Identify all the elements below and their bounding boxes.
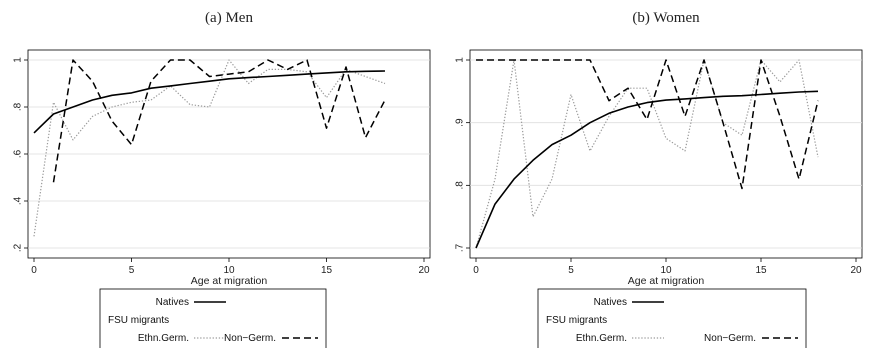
series-line-non-germ-	[476, 59, 819, 190]
x-tick-label: 5	[129, 265, 135, 276]
series-line-natives	[475, 90, 819, 249]
legend-ethn-label: Ethn.Germ.	[138, 333, 189, 344]
y-tick-label: 1	[13, 57, 24, 63]
x-tick-label: 0	[31, 265, 37, 276]
x-tick-label: 20	[850, 265, 862, 276]
x-axis-label: Age at migration	[628, 275, 705, 287]
legend: Natives FSU migrants Ethn.Germ. Non−Germ.	[99, 288, 327, 348]
legend-non-label: Non−Germ.	[704, 333, 756, 344]
legend-group-label: FSU migrants	[108, 315, 169, 326]
legend-non-label: Non−Germ.	[224, 333, 276, 344]
y-tick-label: 1	[455, 57, 466, 63]
legend-natives-label: Natives	[594, 297, 627, 308]
y-tick-label: .2	[13, 243, 24, 252]
x-tick-label: 15	[321, 265, 333, 276]
x-tick-label: 5	[568, 265, 574, 276]
x-tick-label: 0	[473, 265, 479, 276]
plot-frame	[469, 49, 863, 259]
series-line-natives	[33, 70, 386, 134]
x-tick-label: 10	[223, 265, 235, 276]
y-tick-label: .6	[13, 149, 24, 158]
legend-ethn-label: Ethn.Germ.	[576, 333, 627, 344]
panel-title: (a) Men	[205, 10, 253, 26]
x-tick-label: 15	[755, 265, 767, 276]
y-tick-label: .9	[455, 118, 466, 127]
series-line-ethn-germ-	[33, 59, 386, 237]
y-tick-label: .4	[13, 196, 24, 205]
x-tick-label: 20	[418, 265, 430, 276]
panel-title: (b) Women	[632, 10, 700, 26]
legend-group-label: FSU migrants	[546, 315, 607, 326]
x-tick-label: 10	[660, 265, 672, 276]
x-axis-label: Age at migration	[191, 275, 268, 287]
series-line-non-germ-	[52, 59, 386, 183]
y-tick-label: .8	[13, 102, 24, 111]
legend-natives-label: Natives	[156, 297, 189, 308]
y-tick-label: .8	[455, 181, 466, 190]
legend-box	[537, 288, 807, 348]
y-tick-label: .7	[455, 243, 466, 252]
legend: Natives FSU migrants Ethn.Germ. Non−Germ.	[537, 288, 807, 348]
